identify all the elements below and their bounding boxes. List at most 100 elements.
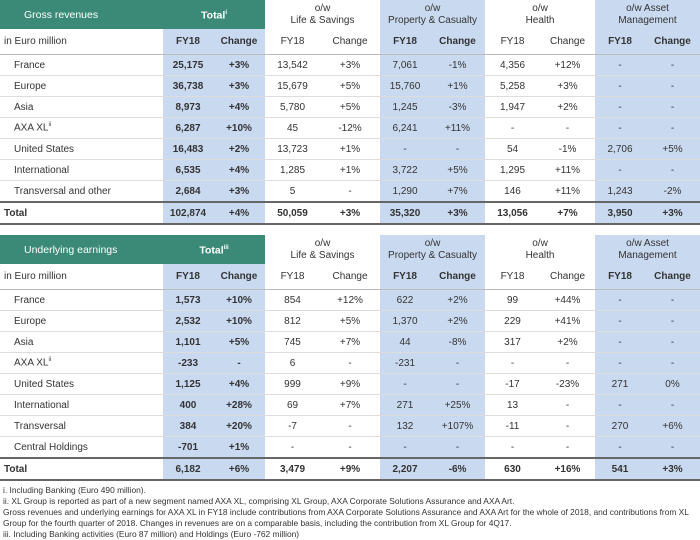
cell: AXA XLii xyxy=(0,352,163,374)
text: +3% xyxy=(339,207,361,219)
cell: - xyxy=(430,373,486,395)
cell: 44 xyxy=(380,331,431,353)
cell: -8% xyxy=(430,331,486,353)
text: Transversal xyxy=(14,420,66,432)
subheader-cell: Change xyxy=(320,264,381,290)
text: - xyxy=(348,357,352,369)
text: -11 xyxy=(505,420,520,432)
text: 2,684 xyxy=(175,185,201,197)
cell: 2,706 xyxy=(595,138,646,160)
text: Change xyxy=(550,36,586,47)
cell: Central Holdings xyxy=(0,436,163,459)
text: -3% xyxy=(448,101,467,113)
text: in Euro million xyxy=(4,36,67,47)
cell: 2,684 xyxy=(163,180,213,203)
cell: - xyxy=(645,75,700,97)
text: 745 xyxy=(284,336,301,348)
text: - xyxy=(290,441,295,453)
underlying-earnings-table: Underlying earnings Totaliii o/w Life & Sav… xyxy=(0,235,700,481)
text: +6% xyxy=(662,420,683,432)
text: +20% xyxy=(226,420,252,432)
text: FY18 xyxy=(176,271,200,282)
text: +5% xyxy=(339,315,361,327)
text: +11% xyxy=(554,164,581,176)
cell: United States xyxy=(0,373,163,395)
text: - xyxy=(618,164,622,176)
text: o/w xyxy=(314,2,331,14)
total-cell: 102,874 xyxy=(163,201,213,225)
total-cell: +16% xyxy=(540,457,596,481)
cell: +3% xyxy=(320,54,381,76)
text: FY18 xyxy=(608,36,632,47)
text: Transversal and other xyxy=(14,185,111,197)
total-cell: 50,059 xyxy=(265,201,321,225)
cell: +11% xyxy=(540,159,596,181)
gross-revenues-table: Gross revenues Totali o/w Life & Savings o/w… xyxy=(0,0,700,225)
cell: - xyxy=(485,117,541,139)
cell: 400 xyxy=(163,394,213,416)
header-cell: Totaliii xyxy=(163,235,266,264)
cell: +12% xyxy=(540,54,596,76)
text: +3% xyxy=(447,207,468,219)
text: 102,874 xyxy=(169,207,207,219)
cell: 854 xyxy=(265,289,321,311)
cell: - xyxy=(380,138,431,160)
text: 5 xyxy=(289,185,296,197)
cell: +3% xyxy=(213,180,266,203)
cell: - xyxy=(380,373,431,395)
subheader-cell: FY18 xyxy=(380,29,431,55)
text: - xyxy=(670,59,675,71)
text: - xyxy=(618,357,622,369)
data-row: France 1,573 +10% 854 +12% 622 +2% 99 +44% - - xyxy=(0,289,700,311)
text: - xyxy=(565,420,570,432)
cell: +11% xyxy=(430,117,486,139)
text: 50,059 xyxy=(277,207,308,219)
cell: -2% xyxy=(645,180,700,203)
text: 3,479 xyxy=(280,463,306,475)
data-row: United States 16,483 +2% 13,723 +1% - - 54 -1% 2,… xyxy=(0,138,700,160)
text: 622 xyxy=(396,294,414,306)
cell: 1,285 xyxy=(265,159,321,181)
text: 6,182 xyxy=(175,463,201,475)
text: -1% xyxy=(558,143,577,155)
text: 13,723 xyxy=(277,143,308,155)
text: +11% xyxy=(554,185,581,197)
subheader-cell: in Euro million xyxy=(0,264,163,290)
text: o/w xyxy=(424,2,441,14)
text: - xyxy=(403,378,407,390)
cell: 999 xyxy=(265,373,321,395)
cell: 270 xyxy=(595,415,646,437)
cell: - xyxy=(645,96,700,118)
text: 6,241 xyxy=(392,122,418,134)
cell: - xyxy=(320,436,381,459)
cell: 1,947 xyxy=(485,96,541,118)
text: +3% xyxy=(228,59,250,71)
total-row: Total 6,182 +6% 3,479 +9% 2,207 -6% 630 +16% 541 +… xyxy=(0,457,700,481)
text: Property & Casualty xyxy=(388,249,477,261)
cell: +20% xyxy=(213,415,266,437)
text: 6 xyxy=(289,357,296,369)
subheader-cell: Change xyxy=(540,264,596,290)
cell: +1% xyxy=(213,436,266,459)
text: +12% xyxy=(554,59,581,71)
data-row: Transversal 384 +20% -7 - 132 +107% -11 - 270 +6% xyxy=(0,415,700,437)
text: +2% xyxy=(228,143,250,155)
text: - xyxy=(670,122,675,134)
text: o/w xyxy=(532,2,548,14)
text: 317 xyxy=(504,336,521,348)
cell: 6,535 xyxy=(163,159,213,181)
text: +12% xyxy=(337,294,363,306)
text: -701 xyxy=(177,441,198,453)
cell: +5% xyxy=(213,331,266,353)
text: Total xyxy=(4,207,28,219)
cell: +5% xyxy=(320,96,381,118)
cell: - xyxy=(540,117,596,139)
cell: 13,723 xyxy=(265,138,321,160)
cell: +11% xyxy=(540,180,596,203)
subheader-cell: FY18 xyxy=(595,264,646,290)
cell: -11 xyxy=(485,415,541,437)
text: Underlying earnings xyxy=(24,243,118,256)
text: - xyxy=(670,399,675,411)
data-row: Central Holdings -701 +1% - - - - - - - - xyxy=(0,436,700,459)
text: 132 xyxy=(396,420,414,432)
